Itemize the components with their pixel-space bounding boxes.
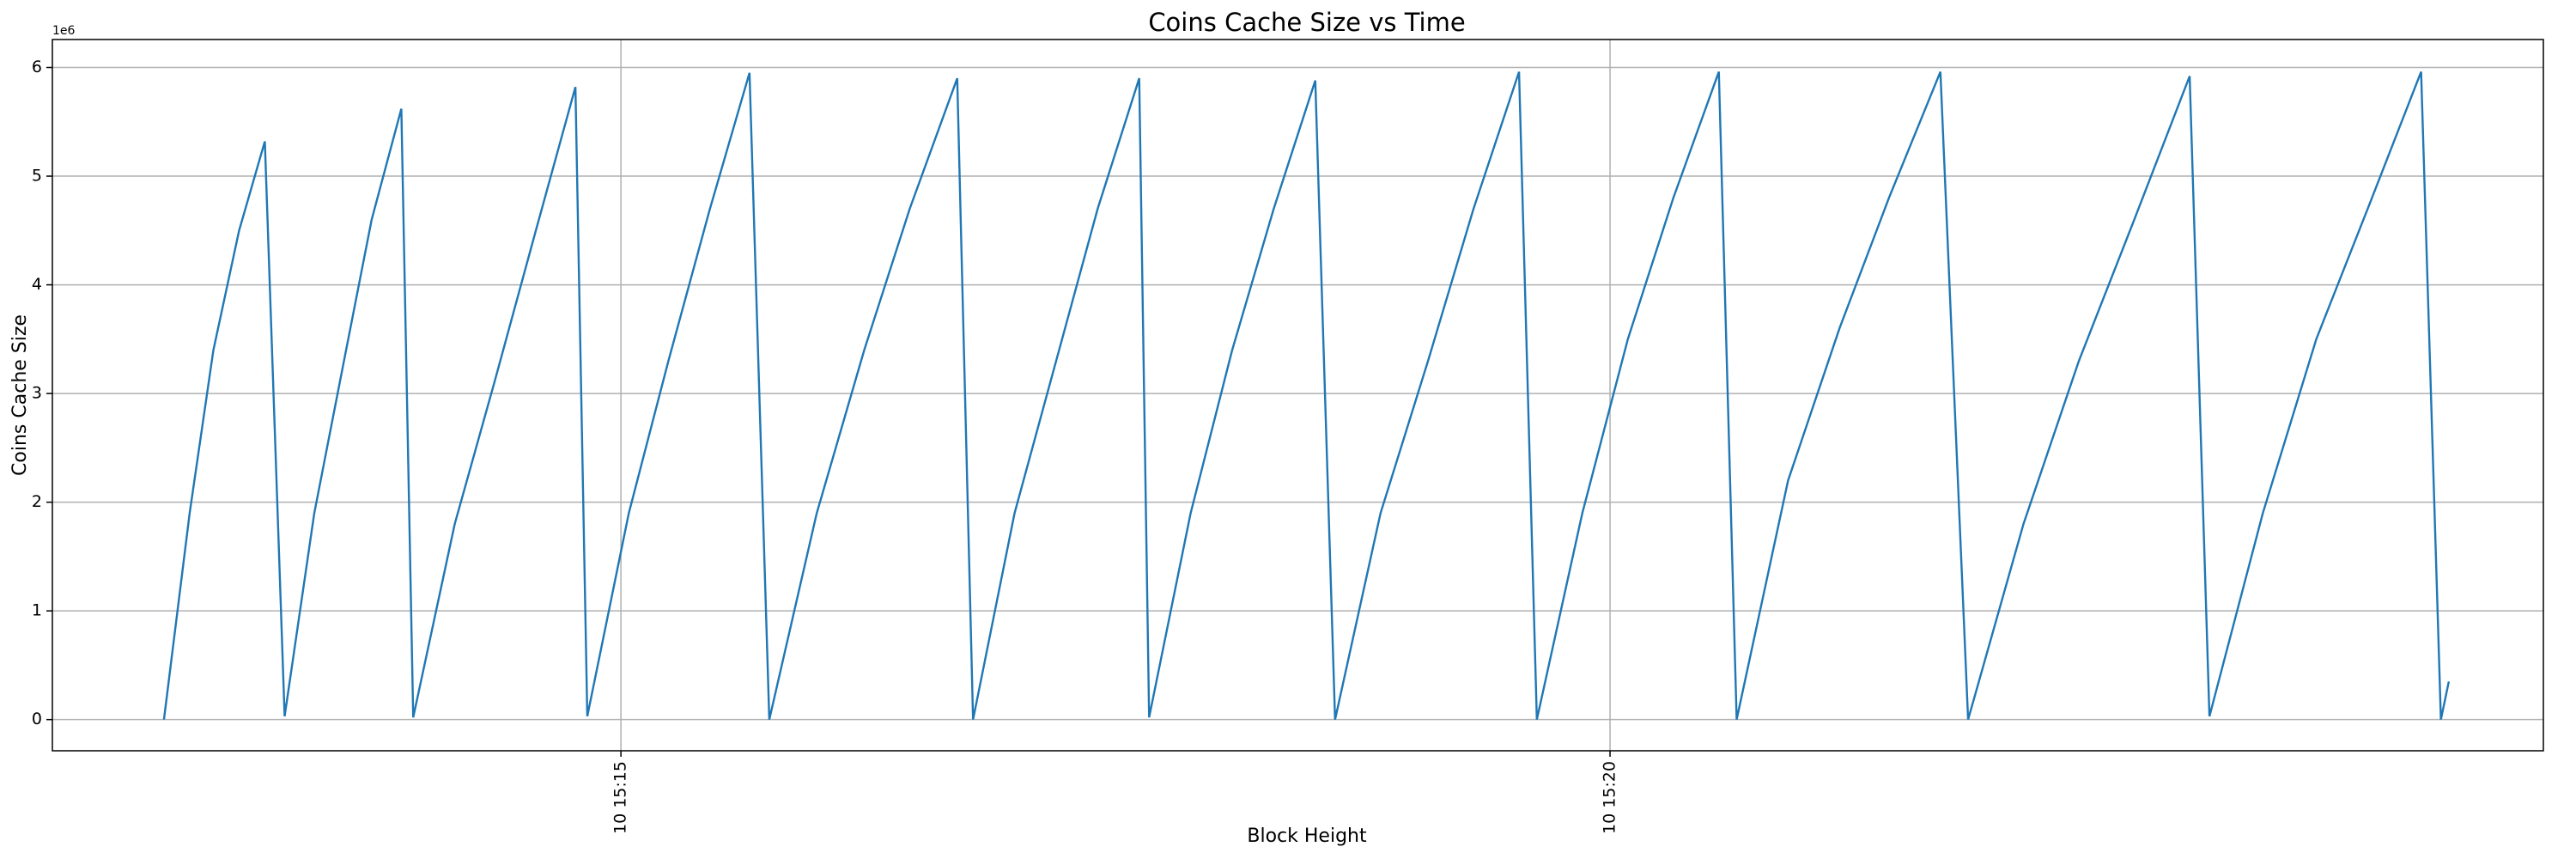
y-tick-label: 6: [32, 58, 42, 76]
y-tick-label: 0: [32, 710, 42, 728]
x-tick-label: 10 15:15: [611, 761, 630, 834]
y-tick-label: 2: [32, 492, 42, 511]
y-tick-label: 4: [32, 275, 42, 294]
y-offset-label: 1e6: [52, 24, 76, 38]
chart-title: Coins Cache Size vs Time: [1148, 8, 1465, 37]
y-axis-label: Coins Cache Size: [9, 314, 31, 476]
x-axis-label: Block Height: [1247, 825, 1367, 847]
y-tick-label: 5: [32, 167, 42, 186]
plot-frame: [52, 39, 2544, 752]
x-tick-label: 10 15:20: [1601, 761, 1619, 834]
y-tick-label: 1: [32, 601, 42, 620]
data-line: [162, 71, 2451, 721]
y-tick-label: 3: [32, 384, 42, 403]
